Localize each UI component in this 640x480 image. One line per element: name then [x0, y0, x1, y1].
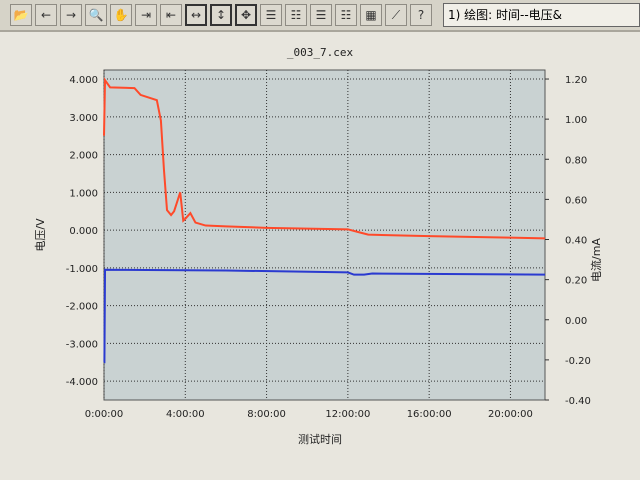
toolbar: 📂 ← → 🔍 ✋ ⇥ ⇤ ↔ ↕ ✥ ☰ ☷ ☰ ☷ ▦ ⟋? 1) 绘图: 时间--电压&	[0, 0, 640, 32]
list-icon: ☰	[315, 8, 327, 22]
fit-x-button[interactable]: ↔	[185, 4, 207, 26]
y-right-tick-label: 0.60	[565, 195, 587, 206]
table-button[interactable]: ▦	[360, 4, 382, 26]
x-axis-label: 测试时间	[298, 433, 342, 446]
plot-area	[103, 69, 546, 401]
x-tick-label: 20:00:00	[488, 409, 533, 420]
hand-pan-icon: ✋	[113, 8, 129, 22]
open-folder-button[interactable]: 📂	[10, 4, 32, 26]
tree-icon: ☰	[265, 8, 277, 22]
y-left-tick-label: 1.000	[69, 188, 98, 199]
tree-button[interactable]: ☰	[260, 4, 282, 26]
list-button[interactable]: ☰	[310, 4, 332, 26]
x-tick-label: 8:00:00	[247, 409, 286, 420]
arrow-right-icon: →	[65, 8, 77, 22]
y-right-tick-label: 1.20	[565, 75, 587, 86]
fit-all-icon: ✥	[240, 8, 252, 22]
fit-y-icon: ↕	[215, 8, 227, 22]
fit-x-icon: ↔	[190, 8, 202, 22]
y-right-tick-label: 0.80	[565, 155, 587, 166]
y-left-axis-label: 电压/V	[34, 218, 47, 252]
curve-icon: ⟋	[391, 7, 401, 22]
y-right-tick-label: -0.40	[565, 396, 591, 407]
compress-x-icon: ⇥	[140, 8, 152, 22]
y-right-tick-label: -0.20	[565, 356, 591, 367]
y-right-tick-label: 0.00	[565, 316, 587, 327]
chart-title: _003_7.cex	[286, 46, 354, 59]
zoom-box-icon: 🔍	[88, 8, 104, 22]
x-tick-label: 16:00:00	[407, 409, 452, 420]
y-right-tick-label: 0.20	[565, 276, 587, 287]
arrow-right-button[interactable]: →	[60, 4, 82, 26]
fit-all-button[interactable]: ✥	[235, 4, 257, 26]
list-detail-icon: ☷	[340, 8, 352, 22]
table-icon: ▦	[365, 8, 377, 22]
arrow-left-icon: ←	[40, 8, 52, 22]
x-tick-label: 12:00:00	[325, 409, 370, 420]
y-left-tick-label: 0.000	[69, 226, 98, 237]
current-series-line	[103, 268, 546, 364]
hand-pan-button[interactable]: ✋	[110, 4, 132, 26]
fit-y-button[interactable]: ↕	[210, 4, 232, 26]
y-left-tick-label: -1.000	[66, 264, 98, 275]
tree-detail-button[interactable]: ☷	[285, 4, 307, 26]
y-left-tick-label: -3.000	[66, 339, 98, 350]
list-detail-button[interactable]: ☷	[335, 4, 357, 26]
help-button[interactable]: ?	[410, 4, 432, 26]
zoom-box-button[interactable]: 🔍	[85, 4, 107, 26]
y-right-tick-label: 0.40	[565, 236, 587, 247]
x-tick-label: 4:00:00	[166, 409, 205, 420]
y-left-tick-label: -2.000	[66, 302, 98, 313]
arrow-left-button[interactable]: ←	[35, 4, 57, 26]
y-right-axis-label: 电流/mA	[589, 238, 603, 282]
y-right-tick-label: 1.00	[565, 115, 587, 126]
plot-select-dropdown[interactable]: 1) 绘图: 时间--电压&	[443, 3, 640, 27]
expand-x-button[interactable]: ⇤	[160, 4, 182, 26]
y-left-tick-label: 4.000	[69, 75, 98, 86]
help-icon: ?	[417, 8, 425, 22]
open-folder-icon: 📂	[13, 8, 29, 22]
x-tick-label: 0:00:00	[85, 409, 124, 420]
curve-button[interactable]: ⟋	[385, 4, 407, 26]
tree-detail-icon: ☷	[290, 8, 302, 22]
compress-x-button[interactable]: ⇥	[135, 4, 157, 26]
y-left-tick-label: 3.000	[69, 113, 98, 124]
voltage-series-line	[103, 77, 546, 240]
y-left-tick-label: 2.000	[69, 151, 98, 162]
expand-x-icon: ⇤	[165, 8, 177, 22]
y-left-tick-label: -4.000	[66, 377, 98, 388]
